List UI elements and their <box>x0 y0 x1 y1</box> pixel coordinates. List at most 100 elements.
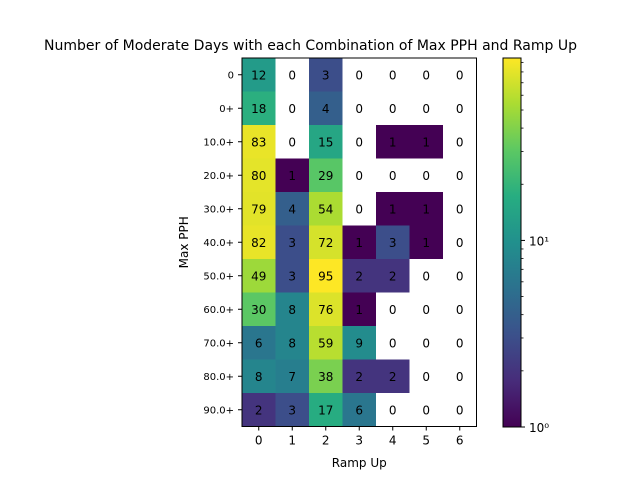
heatmap-cell <box>342 125 377 159</box>
cell-value-label: 0 <box>389 336 397 350</box>
x-tick-label: 1 <box>288 434 296 448</box>
colorbar: 10¹ 10⁰ <box>502 57 549 435</box>
heatmap-cell <box>376 91 410 126</box>
heatmap-cell <box>376 393 410 427</box>
heatmap-cell <box>342 58 377 92</box>
colorbar-frame <box>502 57 522 428</box>
y-tick-label: 0+ <box>219 104 234 115</box>
cell-value-label: 1 <box>355 303 363 317</box>
colorbar-tick-label: 10⁰ <box>529 421 549 435</box>
cell-value-label: 0 <box>389 102 397 116</box>
cell-value-label: 3 <box>389 236 397 250</box>
cell-value-label: 0 <box>288 68 296 82</box>
heatmap-cell <box>409 259 444 293</box>
heatmap-cell <box>309 393 343 427</box>
cell-value-label: 3 <box>322 68 330 82</box>
cell-value-label: 49 <box>251 269 266 283</box>
cell-value-label: 0 <box>456 169 464 183</box>
cell-value-label: 18 <box>251 102 266 116</box>
heatmap-cell <box>275 158 310 193</box>
heatmap-cell <box>242 393 276 427</box>
heatmap-cell <box>443 91 477 126</box>
heatmap-cell <box>275 326 310 360</box>
colorbar-gradient <box>503 58 521 427</box>
cell-value-label: 0 <box>355 169 363 183</box>
y-axis-ticks: 0 0+ 10.0+ 20.0+ 30.0+ 40.0+ 50.0+ 60.0+ 70.0+ 80… <box>203 70 242 416</box>
heatmap-cell <box>309 359 343 394</box>
heatmap-cell <box>242 225 276 260</box>
heatmap-cell <box>376 58 410 92</box>
y-tick-label: 40.0+ <box>203 238 234 249</box>
heatmap-cell <box>242 326 276 360</box>
heatmap-cell <box>309 158 343 193</box>
heatmap-cell-labels: 12 0 3 0 0 0 018 0 4 0 0 0 083 0 15 0 1 1 080 1 29 0 0 0 079 4 54 0… <box>251 68 463 417</box>
cell-value-label: 2 <box>389 370 397 384</box>
x-axis-label: Ramp Up <box>332 456 387 470</box>
cell-value-label: 0 <box>422 169 430 183</box>
cell-value-label: 0 <box>389 303 397 317</box>
colorbar-tick-label: 10¹ <box>529 234 549 248</box>
cell-value-label: 0 <box>355 102 363 116</box>
cell-value-label: 0 <box>288 102 296 116</box>
heatmap-cell <box>342 192 377 226</box>
heatmap-cell <box>275 393 310 427</box>
heatmap-cell <box>443 259 477 293</box>
heatmap-cell <box>242 91 276 126</box>
cell-value-label: 8 <box>288 303 296 317</box>
heatmap-cell <box>376 359 410 394</box>
cell-value-label: 0 <box>422 269 430 283</box>
x-tick-label: 6 <box>456 434 464 448</box>
cell-value-label: 0 <box>422 68 430 82</box>
heatmap-cell <box>376 259 410 293</box>
heatmap-cell <box>443 359 477 394</box>
heatmap-cell <box>409 225 444 260</box>
heatmap-cell <box>376 158 410 193</box>
x-tick-label: 5 <box>422 434 430 448</box>
heatmap-cell <box>309 326 343 360</box>
heatmap-cell <box>443 192 477 226</box>
y-tick-label: 0 <box>228 70 234 81</box>
cell-value-label: 12 <box>251 68 266 82</box>
heatmap-cell <box>443 326 477 360</box>
heatmap-cell <box>342 359 377 394</box>
cell-value-label: 0 <box>288 135 296 149</box>
cell-value-label: 72 <box>318 236 333 250</box>
cell-value-label: 3 <box>288 403 296 417</box>
y-axis-label: Max PPH <box>177 216 191 268</box>
cell-value-label: 0 <box>456 236 464 250</box>
heatmap-cell <box>275 259 310 293</box>
x-tick-label: 0 <box>255 434 263 448</box>
heatmap-cell <box>309 259 343 293</box>
cell-value-label: 6 <box>355 403 363 417</box>
cell-value-label: 3 <box>288 269 296 283</box>
cell-value-label: 0 <box>422 303 430 317</box>
cell-value-label: 1 <box>389 135 397 149</box>
heatmap-cell <box>309 58 343 92</box>
cell-value-label: 1 <box>422 236 430 250</box>
cell-value-label: 0 <box>355 68 363 82</box>
heatmap-cell <box>342 91 377 126</box>
heatmap-cell <box>242 58 276 92</box>
cell-value-label: 1 <box>422 135 430 149</box>
cell-value-label: 1 <box>389 202 397 216</box>
heatmap-cell <box>342 292 377 327</box>
cell-value-label: 7 <box>288 370 296 384</box>
heatmap-cell <box>309 125 343 159</box>
heatmap-cell <box>409 192 444 226</box>
heatmap-cell <box>376 125 410 159</box>
heatmap-cell <box>376 292 410 327</box>
heatmap-cell <box>275 125 310 159</box>
cell-value-label: 2 <box>355 269 363 283</box>
cell-value-label: 17 <box>318 403 333 417</box>
heatmap-cell <box>242 125 276 159</box>
heatmap-cell <box>275 225 310 260</box>
cell-value-label: 0 <box>389 68 397 82</box>
heatmap-cell <box>409 125 444 159</box>
cell-value-label: 0 <box>456 202 464 216</box>
y-tick-label: 80.0+ <box>203 372 234 383</box>
heatmap-cell <box>309 192 343 226</box>
cell-value-label: 2 <box>255 403 263 417</box>
cell-value-label: 80 <box>251 169 266 183</box>
heatmap-cell <box>342 158 377 193</box>
